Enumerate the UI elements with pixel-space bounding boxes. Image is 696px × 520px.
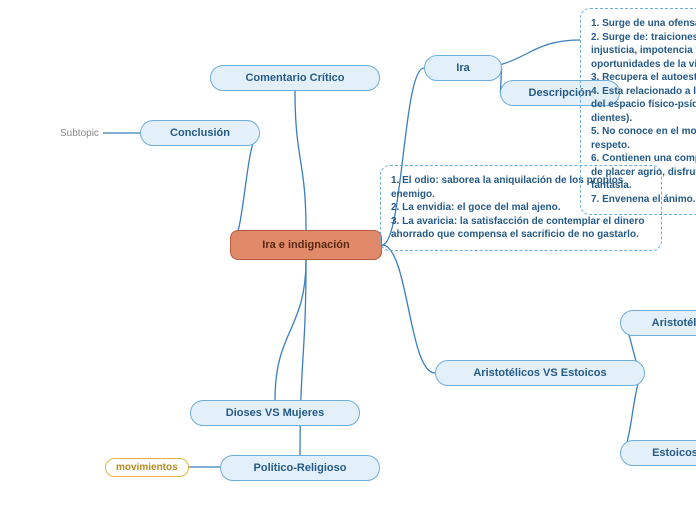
node-politico[interactable]: Político-Religioso bbox=[220, 455, 380, 481]
node-comentario[interactable]: Comentario Crítico bbox=[210, 65, 380, 91]
node-conclusion[interactable]: Conclusión bbox=[140, 120, 260, 146]
subtopic-label: Subtopic bbox=[60, 128, 99, 139]
movimientos-pill[interactable]: movimientos bbox=[105, 458, 189, 477]
node-estoicos[interactable]: Estoicos bbox=[620, 440, 696, 466]
node-aristotelicos[interactable]: Aristotélicos bbox=[620, 310, 696, 336]
node-dioses[interactable]: Dioses VS Mujeres bbox=[190, 400, 360, 426]
detail-box-descripcion: 1. Surge de una ofensa "i2. Surge de: tr… bbox=[580, 8, 696, 215]
node-aristotelicos-vs[interactable]: Aristotélicos VS Estoicos bbox=[435, 360, 645, 386]
node-center[interactable]: Ira e indignación bbox=[230, 230, 382, 260]
node-ira[interactable]: Ira bbox=[424, 55, 502, 81]
